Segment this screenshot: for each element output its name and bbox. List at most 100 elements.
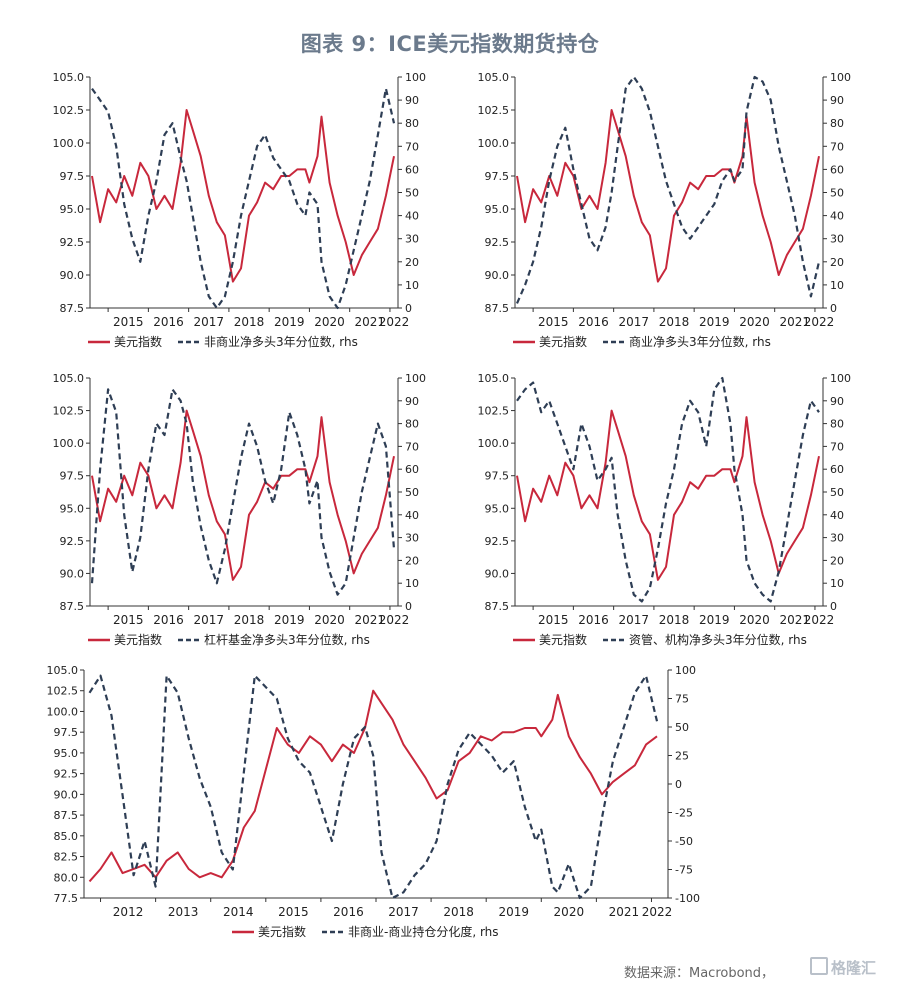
y2-tick-label: 90 <box>405 94 419 107</box>
y2-tick-label: 40 <box>405 509 419 522</box>
y-tick-label: 92.5 <box>54 768 79 781</box>
y-tick-label: 77.5 <box>54 892 79 905</box>
x-tick-label: 2021 <box>355 613 386 627</box>
y-tick-label: 100.0 <box>478 137 510 150</box>
y2-tick-label: 50 <box>830 187 844 200</box>
y-tick-label: 105.0 <box>478 71 510 84</box>
y2-tick-label: 40 <box>830 509 844 522</box>
x-tick-label: 2019 <box>274 613 305 627</box>
y2-tick-label: 40 <box>830 210 844 223</box>
x-tick-label: 2015 <box>538 613 569 627</box>
y2-tick-label: 60 <box>405 463 419 476</box>
y-tick-label: 87.5 <box>485 600 510 613</box>
x-tick-label: 2017 <box>193 315 224 329</box>
y-tick-label: 90.0 <box>485 269 510 282</box>
y-tick-label: 90.0 <box>485 567 510 580</box>
y2-tick-label: 20 <box>830 256 844 269</box>
y-tick-label: 87.5 <box>54 809 79 822</box>
y-tick-label: 95.0 <box>485 203 510 216</box>
legend-label-position: 商业净多头3年分位数, rhs <box>629 334 771 349</box>
y-tick-label: 87.5 <box>60 302 85 315</box>
dollar-index-line <box>516 409 820 581</box>
y-tick-label: 97.5 <box>485 170 510 183</box>
x-tick-label: 2020 <box>314 315 345 329</box>
x-tick-label: 2018 <box>659 613 690 627</box>
x-tick-label: 2016 <box>578 315 609 329</box>
legend-label-position: 杠杆基金净多头3年分位数, rhs <box>204 632 370 647</box>
x-tick-label: 2015 <box>113 613 144 627</box>
x-tick-label: 2017 <box>388 905 419 919</box>
y-tick-label: 95.0 <box>60 502 85 515</box>
y2-tick-label: 100 <box>830 71 851 84</box>
chart-panel-2: 87.5 90.0 92.5 95.0 97.5 100.0 102.5 105.0 0 10 20… <box>478 71 852 349</box>
y-tick-label: 97.5 <box>485 470 510 483</box>
y2-tick-label: 60 <box>830 463 844 476</box>
y-tick-label: 92.5 <box>485 535 510 548</box>
y2-tick-label: 90 <box>830 395 844 408</box>
y-tick-label: 90.0 <box>60 567 85 580</box>
y-tick-label: 95.0 <box>60 203 85 216</box>
y-tick-label: 100.0 <box>53 437 85 450</box>
y2-tick-label: 20 <box>830 554 844 567</box>
y-tick-label: 92.5 <box>60 236 85 249</box>
watermark-logo-icon <box>810 957 828 975</box>
y2-tick-label: 10 <box>830 577 844 590</box>
y2-tick-label: 20 <box>405 256 419 269</box>
chart-panel-3: 87.5 90.0 92.5 95.0 97.5 100.0 102.5 105.0 0 10 20… <box>53 372 427 647</box>
x-tick-label: 2022 <box>804 613 835 627</box>
y2-tick-label: 90 <box>830 94 844 107</box>
legend-label-position: 非商业-商业持仓分化度, rhs <box>348 924 499 939</box>
y-tick-label: 90.0 <box>60 269 85 282</box>
legend-label-dollar: 美元指数 <box>539 334 587 349</box>
y-tick-label: 102.5 <box>53 104 85 117</box>
y2-tick-label: -75 <box>675 864 693 877</box>
x-tick-label: 2015 <box>278 905 309 919</box>
y-tick-label: 90.0 <box>54 788 79 801</box>
x-tick-label: 2016 <box>578 613 609 627</box>
y2-tick-label: 75 <box>675 693 689 706</box>
position-series-line <box>90 388 396 596</box>
y-tick-label: 102.5 <box>478 104 510 117</box>
position-series-line <box>91 87 396 310</box>
x-tick-label: 2021 <box>355 315 386 329</box>
y2-tick-label: 0 <box>675 778 682 791</box>
legend-label-dollar: 美元指数 <box>539 632 587 647</box>
x-tick-label: 2019 <box>699 315 730 329</box>
x-tick-label: 2017 <box>193 613 224 627</box>
page-title: 图表 9：ICE美元指数期货持仓 <box>300 32 600 56</box>
x-tick-label: 2022 <box>379 613 410 627</box>
x-tick-label: 2017 <box>618 613 649 627</box>
x-tick-label: 2020 <box>554 905 585 919</box>
x-tick-label: 2019 <box>699 613 730 627</box>
x-tick-label: 2018 <box>234 613 265 627</box>
dollar-index-line <box>91 109 395 283</box>
dollar-index-line <box>91 409 395 581</box>
watermark-text: 格隆汇 <box>831 959 877 977</box>
x-tick-label: 2015 <box>538 315 569 329</box>
y2-tick-label: 30 <box>405 532 419 545</box>
y-tick-label: 105.0 <box>47 664 79 677</box>
y2-tick-label: 100 <box>405 71 426 84</box>
y2-tick-label: 0 <box>830 302 837 315</box>
y2-tick-label: 80 <box>830 418 844 431</box>
y2-tick-label: 20 <box>405 554 419 567</box>
y-tick-label: 102.5 <box>47 685 79 698</box>
y2-tick-label: 100 <box>675 664 696 677</box>
x-tick-label: 2022 <box>642 905 673 919</box>
y-tick-label: 97.5 <box>60 470 85 483</box>
y-tick-label: 92.5 <box>60 535 85 548</box>
y2-tick-label: 90 <box>405 395 419 408</box>
y2-tick-label: 30 <box>830 532 844 545</box>
y-tick-label: 100.0 <box>53 137 85 150</box>
y2-tick-label: 10 <box>405 279 419 292</box>
y2-tick-label: 40 <box>405 210 419 223</box>
y-tick-label: 87.5 <box>60 600 85 613</box>
y2-tick-label: 25 <box>675 750 689 763</box>
legend-label-dollar: 美元指数 <box>114 632 162 647</box>
x-tick-label: 2021 <box>609 905 640 919</box>
y-tick-label: 102.5 <box>478 405 510 418</box>
watermark: 格隆汇 <box>810 957 876 978</box>
y2-tick-label: -100 <box>675 892 700 905</box>
y-tick-label: 100.0 <box>478 437 510 450</box>
